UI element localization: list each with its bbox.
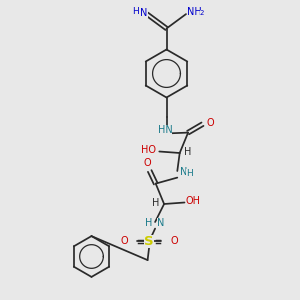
Text: H: H bbox=[145, 218, 152, 229]
Text: OH: OH bbox=[186, 196, 201, 206]
Text: NH: NH bbox=[188, 7, 202, 17]
Text: 2: 2 bbox=[200, 10, 204, 16]
Text: S: S bbox=[144, 235, 154, 248]
Text: O: O bbox=[206, 118, 214, 128]
Text: O: O bbox=[144, 158, 152, 169]
Text: HO: HO bbox=[141, 145, 156, 155]
Text: H: H bbox=[152, 198, 159, 208]
Text: O: O bbox=[120, 236, 128, 246]
Text: H: H bbox=[186, 169, 193, 178]
Text: N: N bbox=[180, 167, 187, 178]
Text: N: N bbox=[157, 218, 164, 229]
Text: HN: HN bbox=[158, 125, 172, 135]
Text: N: N bbox=[140, 8, 148, 18]
Text: H: H bbox=[132, 7, 139, 16]
Text: O: O bbox=[170, 236, 178, 246]
Text: H: H bbox=[184, 147, 191, 157]
